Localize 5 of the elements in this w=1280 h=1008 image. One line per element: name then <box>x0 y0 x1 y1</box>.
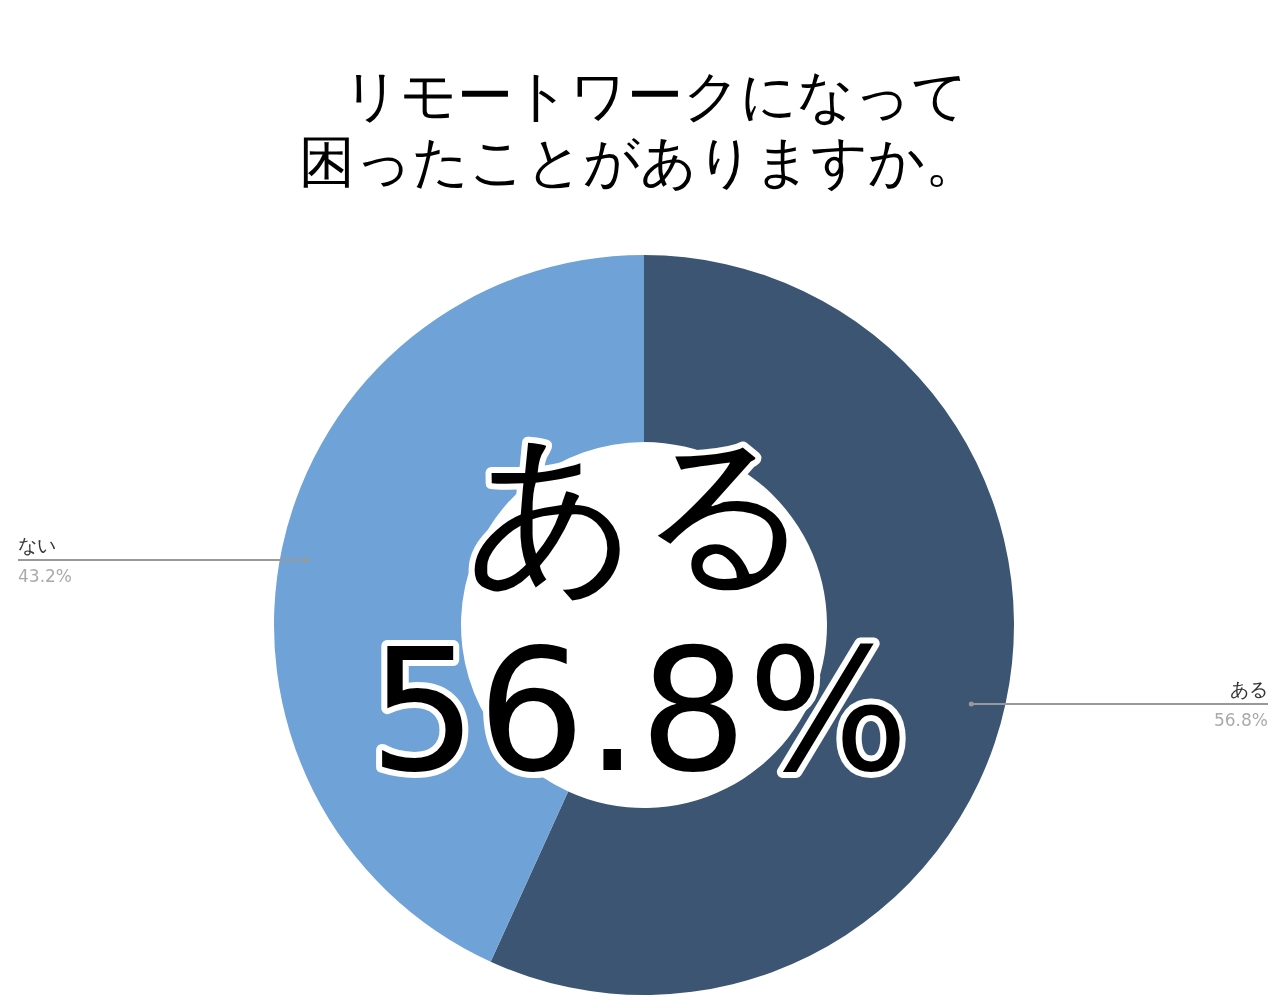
data-label: 43.2% <box>18 565 73 586</box>
slice-label: ある <box>1230 678 1268 701</box>
slice-label: ない <box>18 533 56 556</box>
chart-title: リモートワークになって困ったことがありますか。 <box>298 63 982 195</box>
data-label: 56.8% <box>1213 710 1268 731</box>
